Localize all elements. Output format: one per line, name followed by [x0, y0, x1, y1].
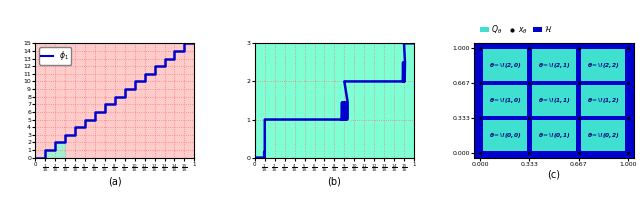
Text: $\boldsymbol{\theta}\!=$\!(2,1): $\boldsymbol{\theta}\!=$\!(2,1)	[538, 61, 570, 70]
Legend: $\phi_1$: $\phi_1$	[39, 47, 71, 65]
Bar	[532, 85, 576, 116]
Bar	[483, 49, 527, 81]
Bar	[483, 120, 527, 151]
Text: $\boldsymbol{\theta}\!=$\!(0,0): $\boldsymbol{\theta}\!=$\!(0,0)	[489, 131, 521, 140]
X-axis label: (b): (b)	[328, 176, 341, 186]
Text: $\boldsymbol{\theta}\!=$\!(1,2): $\boldsymbol{\theta}\!=$\!(1,2)	[587, 96, 620, 105]
Bar	[581, 85, 625, 116]
X-axis label: (a): (a)	[108, 176, 122, 186]
Bar	[581, 49, 625, 81]
Text: $\boldsymbol{\theta}\!=$\!(2,0): $\boldsymbol{\theta}\!=$\!(2,0)	[489, 61, 521, 70]
Bar	[532, 120, 576, 151]
Text: $\boldsymbol{\theta}\!=$\!(0,2): $\boldsymbol{\theta}\!=$\!(0,2)	[587, 131, 620, 140]
Legend: $Q_\theta$, $x_\theta$, $\mathcal{H}$: $Q_\theta$, $x_\theta$, $\mathcal{H}$	[478, 22, 554, 37]
Polygon shape	[35, 135, 65, 158]
Text: $\boldsymbol{\theta}\!=$\!(2,2): $\boldsymbol{\theta}\!=$\!(2,2)	[587, 61, 620, 70]
Bar	[532, 49, 576, 81]
Bar	[483, 85, 527, 116]
Text: $\boldsymbol{\theta}\!=$\!(0,1): $\boldsymbol{\theta}\!=$\!(0,1)	[538, 131, 570, 140]
Text: $\boldsymbol{\theta}\!=$\!(1,1): $\boldsymbol{\theta}\!=$\!(1,1)	[538, 96, 570, 105]
Bar	[581, 120, 625, 151]
X-axis label: (c): (c)	[548, 170, 561, 179]
Text: $\boldsymbol{\theta}\!=$\!(1,0): $\boldsymbol{\theta}\!=$\!(1,0)	[489, 96, 521, 105]
